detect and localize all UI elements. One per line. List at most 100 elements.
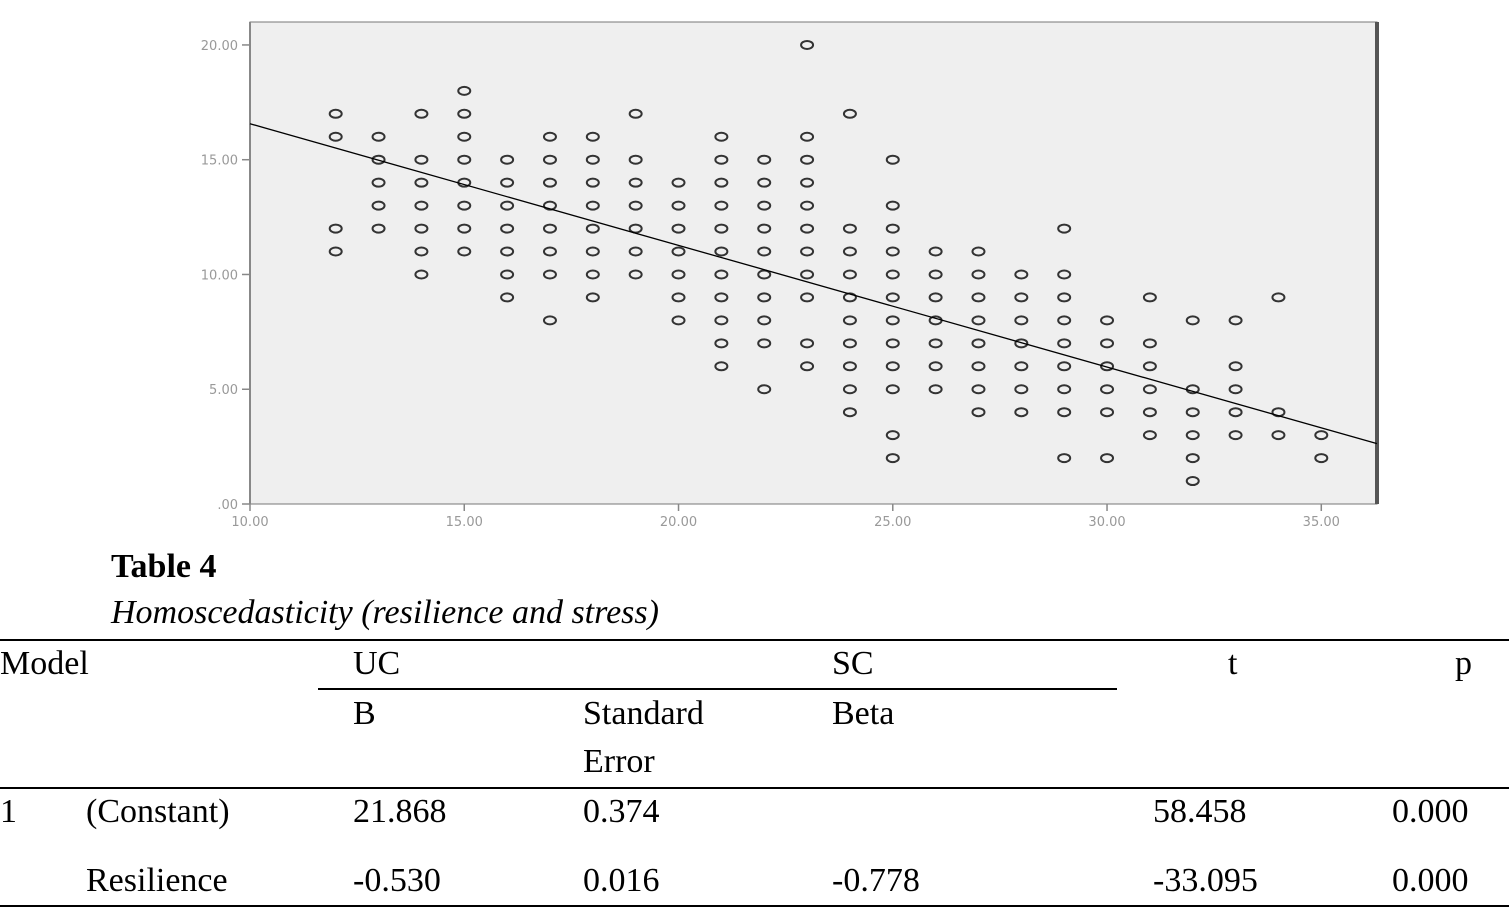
- data-point: [971, 338, 986, 349]
- data-point: [500, 177, 515, 188]
- header-se-line1: Standard: [583, 695, 704, 732]
- data-point: [500, 269, 515, 280]
- data-point: [1100, 453, 1115, 464]
- data-point: [1228, 430, 1243, 441]
- data-point: [971, 407, 986, 418]
- data-point: [414, 154, 429, 165]
- data-point: [757, 223, 772, 234]
- data-point: [1185, 430, 1200, 441]
- data-point: [414, 223, 429, 234]
- data-point: [842, 223, 857, 234]
- data-point: [714, 269, 729, 280]
- row1-model: 1: [0, 793, 17, 830]
- data-point: [500, 292, 515, 303]
- data-point: [585, 292, 600, 303]
- data-point: [885, 200, 900, 211]
- data-point: [800, 131, 815, 142]
- data-point: [714, 338, 729, 349]
- data-point: [371, 177, 386, 188]
- data-point: [800, 338, 815, 349]
- data-point: [328, 131, 343, 142]
- data-point: [1057, 269, 1072, 280]
- data-point: [628, 269, 643, 280]
- x-axis: 10.00 15.00 20.00 25.00 30.00 35.00: [231, 504, 1340, 530]
- data-point: [800, 292, 815, 303]
- data-point: [885, 315, 900, 326]
- data-point: [1014, 315, 1029, 326]
- x-tick-label: 15.00: [446, 515, 483, 530]
- data-point: [1014, 338, 1029, 349]
- data-point: [885, 154, 900, 165]
- data-point: [800, 223, 815, 234]
- data-point: [971, 292, 986, 303]
- data-point: [1057, 384, 1072, 395]
- data-point: [885, 361, 900, 372]
- data-point: [457, 85, 472, 96]
- data-point: [714, 131, 729, 142]
- x-tick-label: 10.00: [231, 515, 268, 530]
- data-point: [757, 200, 772, 211]
- data-point: [542, 246, 557, 257]
- data-point: [371, 131, 386, 142]
- data-point: [1100, 407, 1115, 418]
- data-point: [542, 154, 557, 165]
- data-point: [1057, 407, 1072, 418]
- data-point: [842, 407, 857, 418]
- scatter-plot: .00 5.00 10.00 15.00 20.00 10.00 15.00 20.00 25…: [201, 21, 1379, 530]
- data-point: [671, 223, 686, 234]
- data-point: [371, 200, 386, 211]
- data-point: [842, 361, 857, 372]
- row1-t: 58.458: [1153, 793, 1247, 830]
- data-point: [1057, 338, 1072, 349]
- data-point: [671, 177, 686, 188]
- data-point: [928, 338, 943, 349]
- row1-predictor: (Constant): [86, 793, 230, 830]
- data-point: [885, 292, 900, 303]
- data-point: [714, 223, 729, 234]
- data-point: [585, 131, 600, 142]
- row1-se: 0.374: [583, 793, 660, 830]
- data-point: [885, 338, 900, 349]
- data-point: [757, 269, 772, 280]
- data-point: [414, 269, 429, 280]
- data-point: [757, 292, 772, 303]
- data-point: [1057, 315, 1072, 326]
- x-tick-label: 30.00: [1088, 515, 1125, 530]
- data-point: [885, 453, 900, 464]
- table-number: Table 4: [111, 548, 217, 585]
- data-point: [714, 292, 729, 303]
- data-point: [971, 315, 986, 326]
- header-bottom-rule: [0, 787, 1509, 789]
- data-point: [371, 154, 386, 165]
- data-point: [542, 223, 557, 234]
- data-point: [714, 361, 729, 372]
- data-point: [842, 384, 857, 395]
- data-point: [414, 177, 429, 188]
- data-point: [1185, 453, 1200, 464]
- data-point: [628, 200, 643, 211]
- data-point: [971, 269, 986, 280]
- data-point: [1271, 430, 1286, 441]
- data-point: [1228, 384, 1243, 395]
- data-point: [542, 269, 557, 280]
- data-point: [671, 292, 686, 303]
- data-point: [1014, 269, 1029, 280]
- data-point: [628, 154, 643, 165]
- data-point: [928, 361, 943, 372]
- data-point: [542, 177, 557, 188]
- data-point: [800, 154, 815, 165]
- fit-line: [249, 123, 1378, 445]
- table-title: Homoscedasticity (resilience and stress): [111, 594, 659, 631]
- data-point: [842, 338, 857, 349]
- data-point: [1185, 476, 1200, 487]
- data-point: [500, 200, 515, 211]
- row1-p: 0.000: [1392, 793, 1469, 830]
- data-point: [585, 200, 600, 211]
- data-point: [414, 200, 429, 211]
- data-point: [500, 154, 515, 165]
- data-point: [542, 131, 557, 142]
- data-point: [500, 223, 515, 234]
- data-point: [885, 246, 900, 257]
- data-point: [414, 246, 429, 257]
- data-point: [1057, 361, 1072, 372]
